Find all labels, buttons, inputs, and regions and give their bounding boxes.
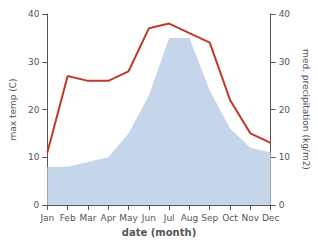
svg-text:30: 30 (28, 57, 40, 67)
svg-text:20: 20 (28, 105, 40, 115)
svg-text:Nov: Nov (242, 213, 260, 223)
svg-text:0: 0 (279, 200, 285, 210)
svg-text:20: 20 (279, 105, 291, 115)
svg-text:10: 10 (28, 152, 40, 162)
svg-text:Feb: Feb (60, 213, 76, 223)
svg-text:Aug: Aug (181, 213, 199, 223)
svg-text:Jun: Jun (141, 213, 156, 223)
svg-text:40: 40 (279, 9, 291, 19)
svg-text:Sep: Sep (201, 213, 218, 223)
svg-text:Mar: Mar (79, 213, 96, 223)
svg-text:Jan: Jan (39, 213, 54, 223)
svg-text:Jul: Jul (163, 213, 175, 223)
svg-text:Dec: Dec (262, 213, 279, 223)
svg-text:10: 10 (279, 152, 291, 162)
svg-text:Oct: Oct (222, 213, 238, 223)
svg-text:May: May (119, 213, 138, 223)
svg-text:Apr: Apr (100, 213, 116, 223)
svg-text:date (month): date (month) (122, 227, 196, 238)
svg-text:max temp (C): max temp (C) (8, 78, 18, 140)
svg-text:30: 30 (279, 57, 291, 67)
svg-text:0: 0 (34, 200, 40, 210)
svg-text:med. precipitation (kg/m2): med. precipitation (kg/m2) (301, 49, 311, 170)
svg-text:40: 40 (28, 9, 40, 19)
